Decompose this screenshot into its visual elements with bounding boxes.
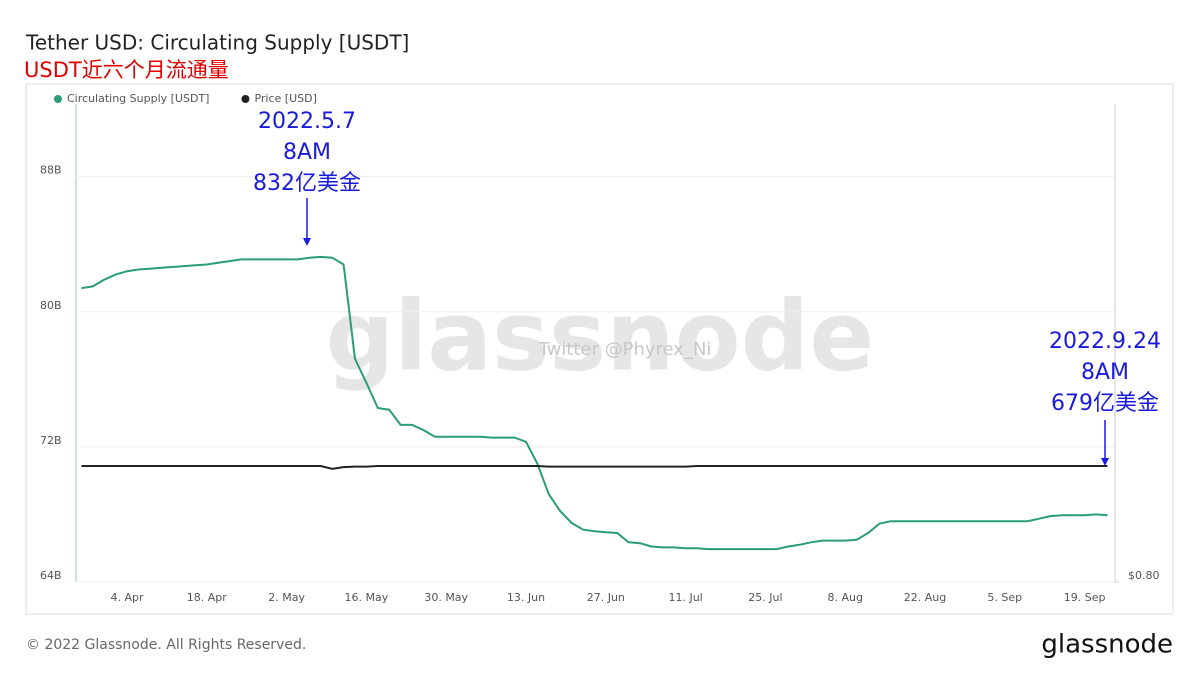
x-tick-label: 8. Aug bbox=[827, 591, 862, 604]
y-tick-label: 72B bbox=[40, 434, 62, 447]
annotation-line: 679亿美金 bbox=[1051, 391, 1159, 416]
y-tick-label: 64B bbox=[40, 569, 62, 582]
x-tick-label: 2. May bbox=[268, 591, 305, 604]
annotation-line: 2022.5.7 bbox=[258, 109, 356, 134]
series-line bbox=[81, 465, 1108, 470]
legend-marker bbox=[241, 95, 250, 103]
annotation-arrowhead bbox=[1101, 458, 1109, 466]
legend-label: Circulating Supply [USDT] bbox=[67, 92, 209, 105]
x-tick-label: 16. May bbox=[345, 591, 389, 604]
y-tick-label: 80B bbox=[40, 299, 62, 312]
x-tick-label: 22. Aug bbox=[904, 591, 946, 604]
x-tick-label: 11. Jul bbox=[668, 591, 702, 604]
annotation: 2022.9.24 8AM 679亿美金 bbox=[1049, 329, 1161, 466]
x-tick-label: 30. May bbox=[424, 591, 468, 604]
annotation-line: 2022.9.24 bbox=[1049, 329, 1161, 354]
series-line bbox=[81, 255, 1108, 551]
legend-marker bbox=[54, 95, 62, 103]
plot: 64B 72B 80B 88B $0.80 4. Apr 18. Apr 2. May 16. … bbox=[40, 92, 1160, 604]
y2-tick-label: $0.80 bbox=[1128, 569, 1160, 582]
x-tick-label: 13. Jun bbox=[507, 591, 545, 604]
chart-subtitle: USDT近六个月流通量 bbox=[24, 58, 229, 82]
x-tick-label: 27. Jun bbox=[587, 591, 625, 604]
x-tick-label: 5. Sep bbox=[987, 591, 1022, 604]
x-tick-label: 19. Sep bbox=[1064, 591, 1106, 604]
annotation-arrowhead bbox=[303, 238, 311, 246]
annotation-line: 832亿美金 bbox=[253, 171, 361, 196]
annotation-line: 8AM bbox=[1081, 360, 1129, 385]
x-tick-label: 4. Apr bbox=[110, 591, 143, 604]
legend-label: Price [USD] bbox=[254, 92, 316, 105]
logo: glassnode bbox=[1041, 630, 1173, 660]
y-tick-label: 88B bbox=[40, 164, 62, 177]
frame bbox=[25, 83, 1174, 615]
x-tick-label: 18. Apr bbox=[187, 591, 227, 604]
annotation-line: 8AM bbox=[283, 140, 331, 165]
annotation: 2022.5.7 8AM 832亿美金 bbox=[253, 109, 361, 246]
x-tick-label: 25. Jul bbox=[748, 591, 782, 604]
credit: Twitter @Phyrex_Ni bbox=[538, 339, 712, 360]
footer: © 2022 Glassnode. All Rights Reserved. bbox=[26, 637, 306, 653]
chart-title: Tether USD: Circulating Supply [USDT] bbox=[25, 31, 409, 55]
watermark: glassnode bbox=[326, 280, 875, 392]
